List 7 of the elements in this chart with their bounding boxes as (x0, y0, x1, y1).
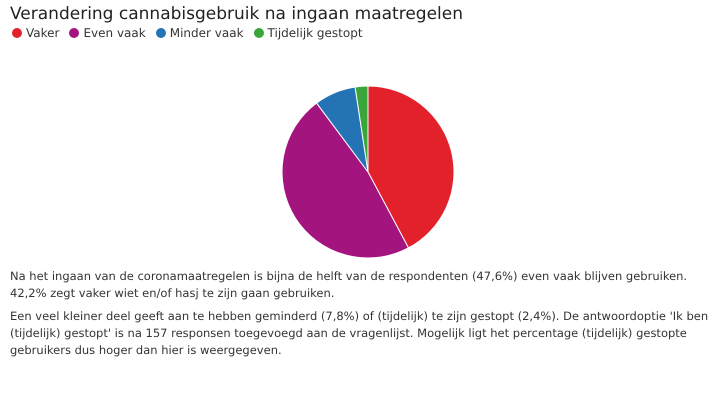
legend-label: Even vaak (83, 26, 146, 40)
legend-label: Minder vaak (170, 26, 244, 40)
legend-label: Tijdelijk gestopt (268, 26, 363, 40)
chart-title: Verandering cannabisgebruik na ingaan maatregelen (10, 4, 464, 24)
legend-label: Vaker (26, 26, 60, 40)
text: Een veel kleiner deel geeft aan te hebben geminderd (7,8%) of (tijdelijk) te zijn gestopt (2,4%). De antwoordoptie 'Ik ben (tijdelijk) gestopt' is na 157 responsen toegevoegd aan de vragenlijst. Mogelijk ligt het percentage (tijdelijk) gestopte gebruikers dus hoger dan hier is weergegeven. (10, 308, 710, 359)
text: Na het ingaan van de coronamaatregelen is bijna de helft van de respondenten (47,6%) even vaak blijven gebruiken. 42,2% zegt vaker wiet en/of hasj te zijn gaan gebruiken. (10, 268, 688, 302)
